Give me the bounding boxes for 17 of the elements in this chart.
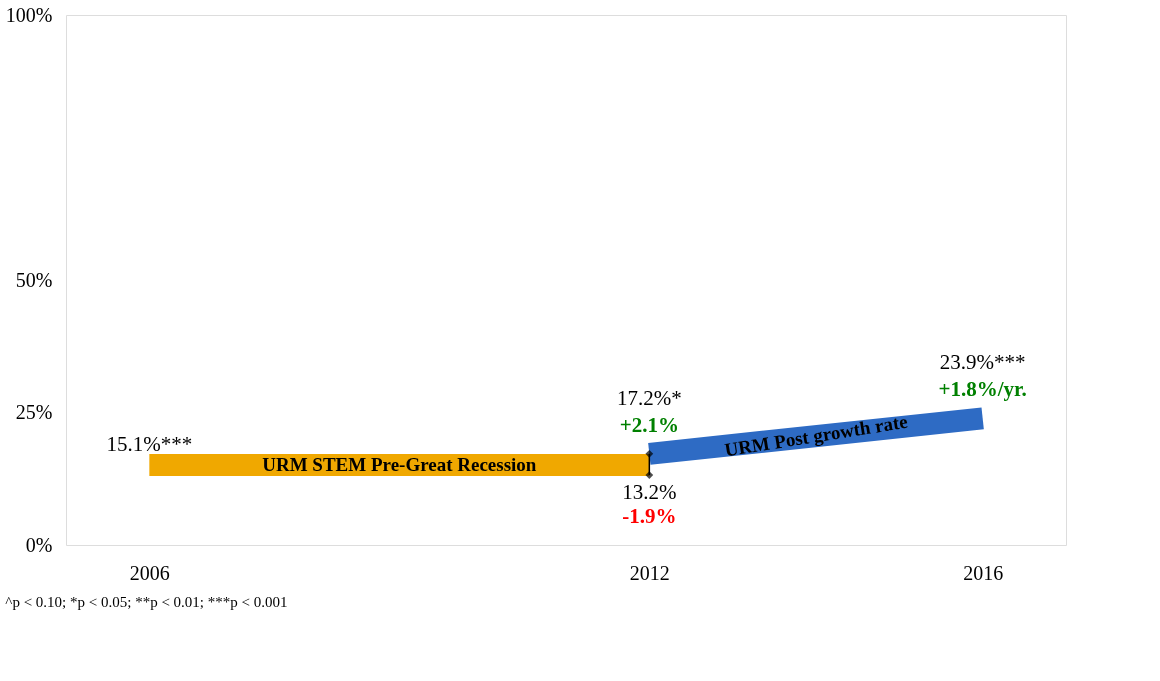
x-tick-label: 2012 <box>629 561 670 584</box>
y-tick-label: 100% <box>5 3 53 26</box>
annotation: +1.8%/yr. <box>938 377 1027 402</box>
annotation: 23.9%*** <box>939 350 1026 375</box>
y-tick-label: 50% <box>15 268 53 291</box>
y-tick-label: 0% <box>25 533 53 556</box>
text: ^p < 0.10; *p < 0.05; **p < 0.01; ***p < 0.001 <box>5 594 288 610</box>
x-tick-label: 2006 <box>129 561 170 584</box>
y-tick-label: 25% <box>15 401 53 423</box>
series-label: URM STEM Pre-Great Recession <box>262 453 537 475</box>
annotation: -1.9% <box>622 504 677 529</box>
annotation: 13.2% <box>622 480 677 505</box>
x-tick-label: 2016 <box>963 561 1004 584</box>
annotation: +2.1% <box>619 412 679 437</box>
annotation: 17.2%* <box>616 385 682 410</box>
annotation: 15.1%*** <box>106 431 193 456</box>
text: URM Post growth rate <box>722 410 909 461</box>
